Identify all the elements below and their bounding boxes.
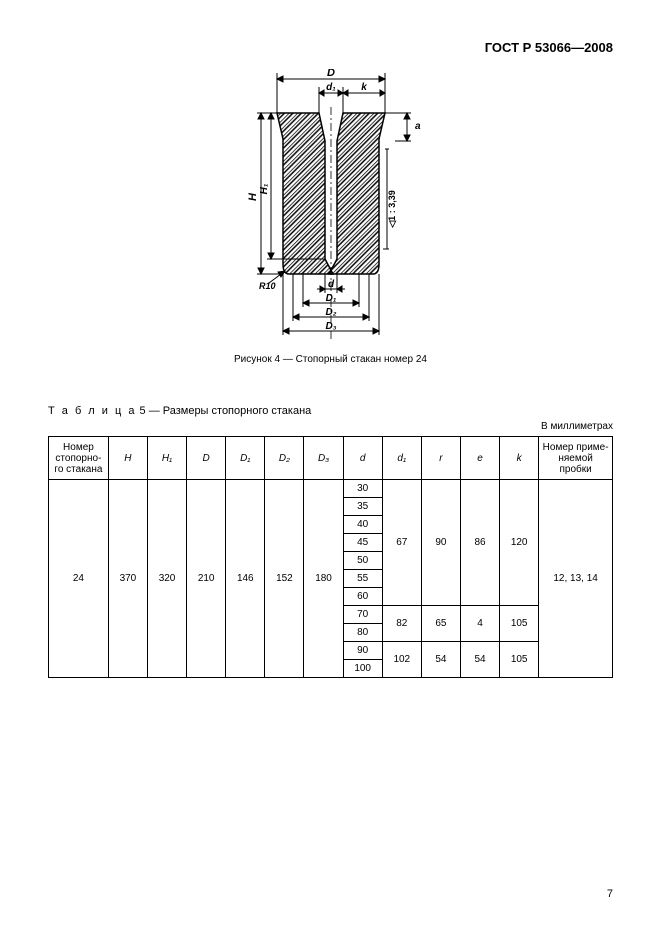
col-header: D₁ <box>226 437 265 480</box>
figure-caption: Рисунок 4 — Стопорный стакан номер 24 <box>48 354 613 365</box>
label-D3: D₃ <box>325 321 336 332</box>
col-header: H₁ <box>147 437 186 480</box>
col-header: Номер приме-няемой пробки <box>539 437 613 480</box>
col-header: k <box>500 437 539 480</box>
dimensions-table: Номер стопорно-го стаканаHH₁DD₁D₂D₃dd₁re… <box>48 436 613 678</box>
col-header: D₂ <box>265 437 304 480</box>
label-taper: ◁1 : 3,39 <box>387 190 397 228</box>
label-H1: H₁ <box>259 183 270 194</box>
label-k: k <box>361 82 367 93</box>
table-title: Т а б л и ц а 5 — Размеры стопорного ста… <box>48 405 613 417</box>
label-H: H <box>247 192 259 201</box>
label-D: D <box>327 69 335 79</box>
label-d: d <box>327 279 334 290</box>
table-row: 243703202101461521803067908612012, 13, 1… <box>49 480 613 498</box>
col-header: e <box>460 437 499 480</box>
label-D2: D₂ <box>325 307 336 318</box>
figure-diagram: D d₁ k <box>48 69 613 342</box>
col-header: r <box>421 437 460 480</box>
label-R10: R10 <box>259 281 276 291</box>
label-D1: D₁ <box>325 293 336 304</box>
col-header: D₃ <box>304 437 343 480</box>
col-header: d <box>343 437 382 480</box>
page-number: 7 <box>607 888 613 900</box>
col-header: d₁ <box>382 437 421 480</box>
col-header: H <box>108 437 147 480</box>
table-units: В миллиметрах <box>48 421 613 432</box>
doc-code: ГОСТ Р 53066—2008 <box>48 40 613 55</box>
label-a: a <box>415 121 421 132</box>
label-d1-top: d₁ <box>326 82 336 93</box>
col-header: Номер стопорно-го стакана <box>49 437 109 480</box>
col-header: D <box>187 437 226 480</box>
